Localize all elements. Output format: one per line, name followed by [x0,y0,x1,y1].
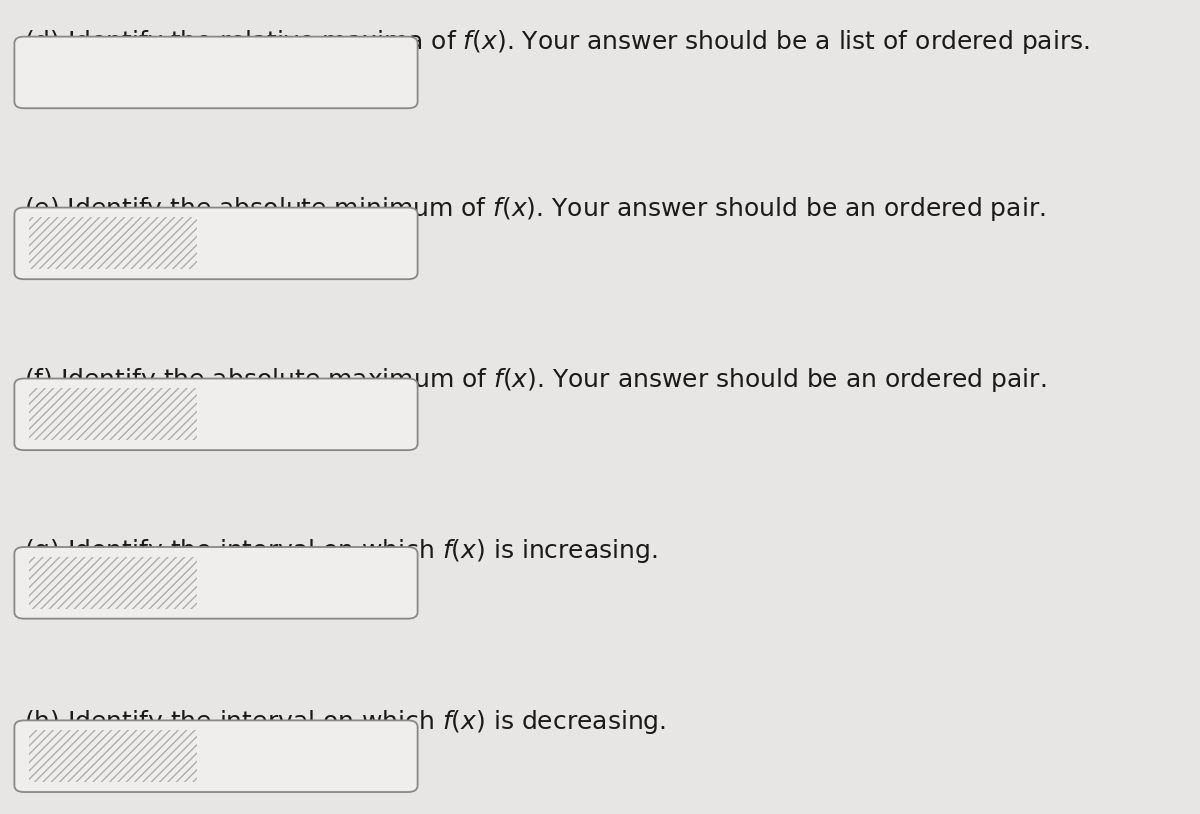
FancyBboxPatch shape [14,379,418,450]
FancyBboxPatch shape [14,208,418,279]
Bar [29,388,197,440]
Text: (f) Identify the absolute maximum of $f(x)$. Your answer should be an ordered pa: (f) Identify the absolute maximum of $f(… [24,366,1046,394]
FancyBboxPatch shape [14,37,418,108]
Text: (d) Identify the relative maxima of $f(x)$. Your answer should be a list of orde: (d) Identify the relative maxima of $f(x… [24,28,1090,56]
FancyBboxPatch shape [14,547,418,619]
Text: (h) Identify the interval on which $f(x)$ is decreasing.: (h) Identify the interval on which $f(x)… [24,708,666,736]
Bar [29,557,197,609]
Bar [29,730,197,782]
Text: (e) Identify the absolute minimum of $f(x)$. Your answer should be an ordered pa: (e) Identify the absolute minimum of $f(… [24,195,1045,223]
Bar [29,217,197,269]
FancyBboxPatch shape [14,720,418,792]
Text: (g) Identify the interval on which $f(x)$ is increasing.: (g) Identify the interval on which $f(x)… [24,537,658,565]
